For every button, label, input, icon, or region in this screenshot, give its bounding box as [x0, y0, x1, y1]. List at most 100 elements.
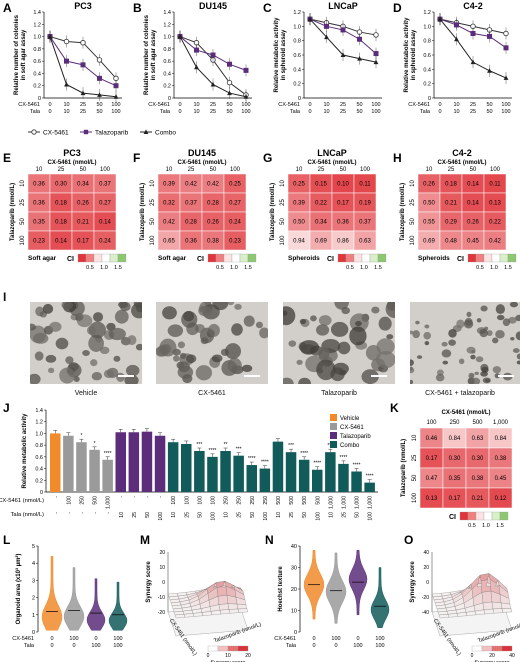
significance-label: **** [300, 451, 308, 457]
ci-scale-swatch [223, 253, 233, 263]
caption-vehicle: Vehicle [74, 390, 98, 397]
organoid [173, 355, 180, 362]
significance-label: *** [288, 443, 294, 449]
organoid [243, 315, 255, 327]
y-tick-label: 4 [32, 561, 35, 567]
row-label: 25 [20, 199, 26, 206]
organoid [34, 351, 44, 361]
organoid [179, 352, 187, 359]
synergy-heatmap-row: E PC3 CX-5461 (nmol/L) 10 25 50 100 Talazoparib… [3, 148, 517, 271]
legend-label: Vehicle [340, 416, 360, 422]
organoid [103, 369, 114, 378]
data-point [97, 75, 103, 81]
heatmap-value: 0.21 [77, 220, 89, 226]
x-label-cx: 100 [171, 496, 177, 505]
organoid [410, 330, 414, 335]
ci-scale-tick: 1.5 [504, 265, 512, 271]
x-tick-label-tala: 25 [470, 109, 476, 115]
heatmap-value: 0.45 [467, 239, 479, 245]
legend-swatch [330, 432, 337, 439]
ci-scale-tick: 0.5 [86, 265, 94, 271]
heatmap-y-label: Talazoparib (nmol/L) [401, 439, 407, 497]
surface-facet [227, 603, 239, 610]
x-label-tala: 25 [341, 512, 347, 518]
x-tick-label-cx: 10 [193, 102, 199, 108]
ci-scale-swatch [475, 511, 485, 521]
x-tick-label-tala: 10 [63, 109, 69, 115]
data-point [373, 32, 379, 38]
bar [338, 463, 349, 492]
ci-scale-tick: 1.0 [490, 265, 498, 271]
heatmap-value: 0.17 [449, 496, 461, 502]
x-label-tala: 25 [132, 512, 138, 518]
organoid [195, 365, 213, 381]
organoid [288, 340, 297, 347]
significance-label: **** [366, 474, 374, 480]
z-tick-label: -40 [422, 610, 429, 616]
x-label-tala: 100 [263, 512, 269, 521]
x-tick-label-tala: 100 [501, 109, 510, 115]
bar [181, 443, 192, 492]
assay-label: Soft agar [158, 255, 187, 262]
organoid [466, 311, 472, 318]
x-label-tala: - [106, 512, 112, 514]
panel-label-l: L [3, 533, 10, 547]
x-tick-label-cx: 100 [111, 102, 120, 108]
heatmap-value: 0.39 [293, 201, 305, 207]
organoid [75, 312, 84, 321]
heatmap-value: 0.18 [55, 220, 67, 226]
y-tick-label: 0.2 [163, 84, 171, 90]
y-tick-label: 0 [294, 630, 297, 636]
data-point [113, 83, 119, 89]
bar [272, 441, 284, 492]
y-tick-label: 0.6 [33, 59, 41, 65]
organoid [318, 315, 332, 326]
panel-label-j: J [3, 401, 10, 415]
ci-scale-swatch [491, 511, 501, 521]
organoid [378, 316, 392, 331]
heatmap-value: 0.17 [426, 456, 438, 462]
x-label-cx: - [119, 496, 125, 498]
heatmap-value: 0.15 [315, 182, 327, 188]
organoid [448, 339, 456, 346]
y-tick-label: 0.6 [293, 53, 301, 59]
x-label-cx: 1,000 [328, 496, 334, 509]
ci-label: CI [457, 256, 464, 263]
y-axis-label-line: in spheroid assay [411, 29, 417, 80]
organoid [59, 367, 76, 384]
organoid [135, 343, 142, 351]
data-point [226, 79, 233, 86]
col-label: 100 [360, 167, 371, 173]
x-label-cx: 250 [263, 496, 269, 505]
violin [348, 550, 368, 616]
x-row-label-tala: Tala [290, 109, 301, 115]
heatmap-value: 0.36 [33, 182, 45, 188]
caption-cx5461: CX-5461 [198, 390, 226, 397]
heatmap-value: 0.86 [337, 239, 349, 245]
legend-marker [83, 129, 89, 135]
surface-facet [438, 614, 450, 619]
x-label-cx: - [158, 496, 164, 498]
legend-label: CX-5461 [43, 130, 69, 137]
surface-facet [228, 608, 240, 614]
ci-scale-swatch [85, 253, 95, 263]
organoid [55, 337, 69, 350]
y-axis-label: Hoechst texture [278, 566, 284, 612]
z-tick-label: -10 [158, 595, 165, 601]
organoid [509, 302, 518, 308]
z-tick-label: 40 [423, 550, 429, 556]
col-label: 250 [449, 420, 460, 426]
heatmap-value: 0.32 [163, 201, 175, 207]
x-label-cx: 100 [66, 496, 72, 505]
y-axis-label: Relative metabolic activityin spheroid a… [404, 17, 417, 93]
caption-talazoparib: Talazoparib [321, 390, 357, 397]
x-tick-label-cx: 0 [94, 636, 97, 642]
y-axis-label: Organoid area (x10³ µm²) [15, 554, 22, 625]
col-label: 100 [230, 167, 241, 173]
x-tick-label-tala: 0 [72, 643, 75, 649]
organoid [177, 365, 194, 379]
organoid [442, 360, 449, 365]
scale-bar [371, 375, 387, 377]
x-label-cx: 250 [224, 496, 230, 505]
heatmap-value: 0.35 [33, 220, 45, 226]
